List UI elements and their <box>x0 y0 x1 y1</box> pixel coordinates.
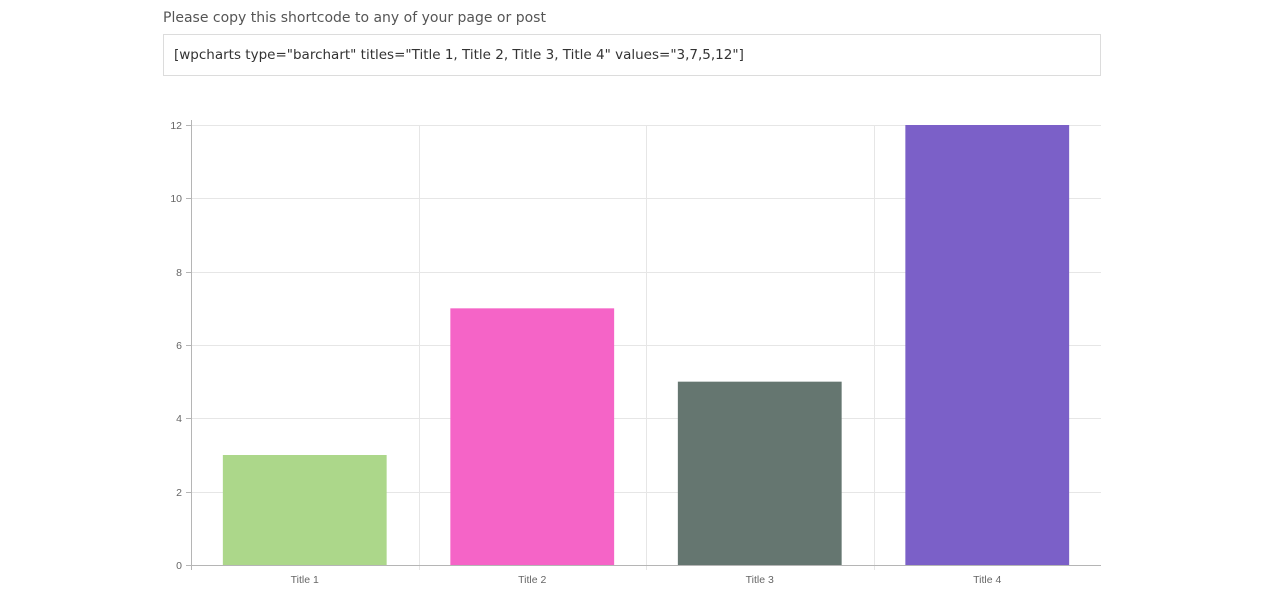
bar-title-3 <box>677 381 842 565</box>
x-tick-label: Title 4 <box>973 574 1001 586</box>
y-tick-label: 10 <box>170 193 182 205</box>
y-tick-label: 8 <box>176 267 182 279</box>
y-tick-label: 2 <box>176 487 182 499</box>
y-tick-label: 4 <box>176 413 182 425</box>
bar-title-1 <box>222 455 387 565</box>
x-tick-label: Title 2 <box>518 574 546 586</box>
bar-title-2 <box>450 308 615 565</box>
bar-chart: 0 2 4 6 8 10 12 Title 1 Title 2 Title 3 Title 4 <box>150 112 1110 592</box>
shortcode-instruction: Please copy this shortcode to any of you… <box>163 10 546 26</box>
bar-title-4 <box>905 125 1070 565</box>
shortcode-field[interactable]: [wpcharts type="barchart" titles="Title … <box>163 34 1101 76</box>
y-tick-label: 0 <box>176 560 182 572</box>
x-tick-label: Title 3 <box>746 574 774 586</box>
y-tick-label: 6 <box>176 340 182 352</box>
bar-chart-svg: 0 2 4 6 8 10 12 Title 1 Title 2 Title 3 Title 4 <box>170 120 1101 586</box>
x-tick-label: Title 1 <box>291 574 319 586</box>
y-tick-label: 12 <box>170 120 182 132</box>
